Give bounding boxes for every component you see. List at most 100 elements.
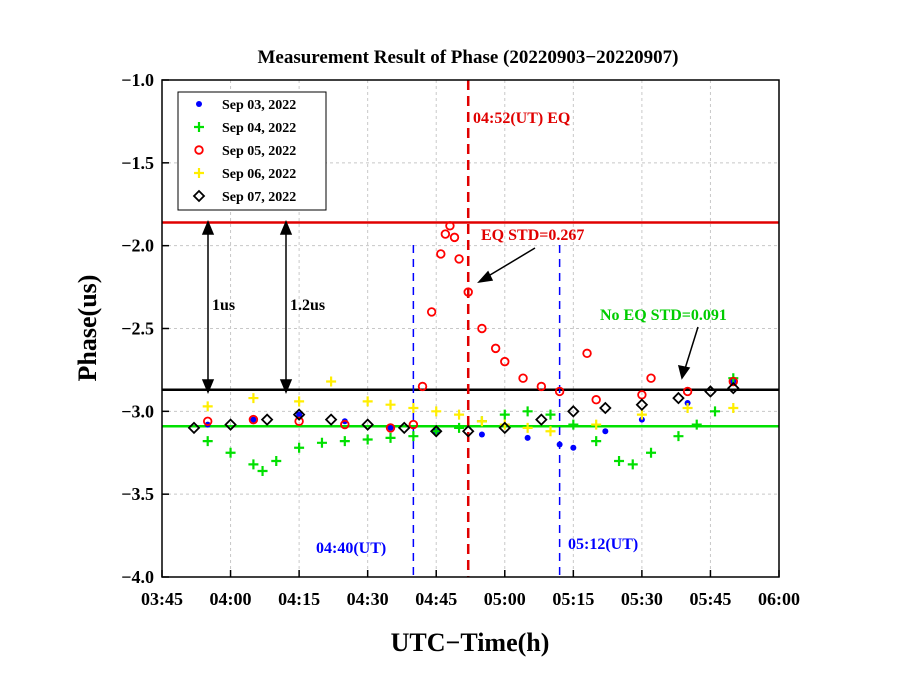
data-point — [326, 376, 337, 387]
data-point — [385, 432, 396, 443]
1-2us-arrow-head-top — [279, 220, 293, 235]
legend-marker — [194, 145, 204, 155]
data-point — [250, 416, 257, 423]
data-point — [408, 419, 419, 430]
data-point — [440, 229, 451, 239]
data-point — [478, 431, 485, 438]
data-point — [296, 411, 303, 418]
data-point — [518, 373, 528, 383]
data-point — [710, 406, 721, 417]
data-point — [292, 408, 306, 421]
axis-ticks: 03:45 04:00 04:15 04:30 04:45 05:00 05:15 05:30… — [121, 70, 800, 609]
data-point — [591, 419, 602, 430]
data-point — [449, 232, 460, 243]
legend-label: Sep 04, 2022 — [222, 121, 296, 136]
data-point — [522, 422, 533, 433]
data-point — [673, 431, 684, 442]
no-eq-std-annotation: No EQ STD=0.091 — [600, 307, 727, 324]
data-point — [463, 287, 473, 297]
legend-marker — [192, 189, 206, 203]
x-tick-label: 03:45 — [141, 589, 183, 609]
data-point — [324, 413, 338, 426]
data-point — [408, 431, 419, 442]
no-eq-std-pointer-line — [683, 326, 699, 373]
legend-marker — [196, 101, 202, 107]
data-point — [340, 419, 350, 430]
data-point — [476, 416, 487, 427]
data-point — [260, 413, 274, 426]
data-point — [202, 436, 213, 447]
data-point — [602, 428, 609, 435]
data-point — [408, 403, 419, 414]
data-point — [556, 441, 563, 448]
data-point — [524, 434, 531, 441]
data-point — [522, 406, 533, 417]
data-point — [591, 395, 601, 405]
data-point — [294, 442, 305, 453]
data-point — [477, 323, 487, 334]
reference-lines — [162, 80, 779, 577]
y-tick-label: −3.5 — [121, 484, 154, 504]
data-point — [635, 398, 649, 411]
data-point — [271, 456, 282, 467]
data-point — [498, 421, 512, 435]
chart-title: Measurement Result of Phase (20220903−20… — [257, 47, 678, 68]
legend-label: Sep 06, 2022 — [222, 167, 296, 182]
data-point — [728, 376, 738, 387]
1us-arrow-head-bottom — [201, 379, 215, 394]
x-tick-label: 05:30 — [621, 589, 663, 609]
eq-std-pointer-line — [484, 247, 536, 279]
series-4 — [202, 376, 739, 437]
y-tick-label: −2.5 — [121, 319, 154, 339]
data-point — [614, 456, 625, 467]
y-axis-label: Phase(us) — [73, 275, 102, 382]
data-point — [294, 396, 305, 407]
legend-label: Sep 05, 2022 — [222, 144, 296, 159]
data-point — [704, 385, 717, 398]
data-point — [672, 391, 685, 405]
data-point — [682, 386, 693, 397]
data-point — [339, 436, 350, 447]
data-point — [646, 447, 657, 458]
data-point — [591, 436, 602, 447]
data-point — [387, 424, 394, 431]
x-tick-label: 04:00 — [210, 589, 252, 609]
eq-std-pointer-head — [477, 270, 494, 284]
legend: Sep 03, 2022 Sep 04, 2022 Sep 05, 2022 Sep … — [177, 91, 327, 211]
x-tick-label: 05:15 — [552, 589, 594, 609]
data-point — [294, 416, 304, 426]
data-point — [454, 409, 465, 420]
legend-items: Sep 03, 2022 Sep 04, 2022 Sep 05, 2022 Sep … — [192, 98, 296, 205]
x-tick-label: 04:45 — [415, 589, 457, 609]
data-point — [627, 459, 638, 470]
data-point — [362, 434, 373, 445]
eq-std-annotation: EQ STD=0.267 — [481, 227, 584, 244]
data-point — [202, 401, 213, 412]
data-point — [417, 381, 428, 392]
legend-marker — [194, 122, 204, 132]
data-point — [187, 421, 201, 435]
data-point — [500, 356, 510, 367]
y-tick-label: −1.5 — [121, 153, 154, 173]
annotation-arrows — [201, 220, 699, 394]
data-point — [203, 416, 213, 426]
series-5 — [187, 381, 740, 438]
data-point — [599, 401, 612, 415]
data-point — [361, 418, 374, 431]
x-tick-label: 04:30 — [347, 589, 389, 609]
data-point — [682, 403, 693, 414]
legend-marker — [194, 168, 204, 178]
data-point — [499, 409, 510, 420]
data-point — [728, 403, 739, 414]
data-point — [545, 409, 556, 420]
legend-label: Sep 03, 2022 — [222, 98, 296, 113]
data-point — [429, 424, 443, 438]
data-point — [636, 409, 647, 420]
start-time-annotation: 04:40(UT) — [316, 540, 386, 557]
data-point — [257, 465, 268, 476]
data-point — [646, 373, 656, 383]
y-tick-label: −4.0 — [121, 567, 154, 587]
x-tick-label: 06:00 — [758, 589, 800, 609]
data-point — [461, 424, 475, 438]
